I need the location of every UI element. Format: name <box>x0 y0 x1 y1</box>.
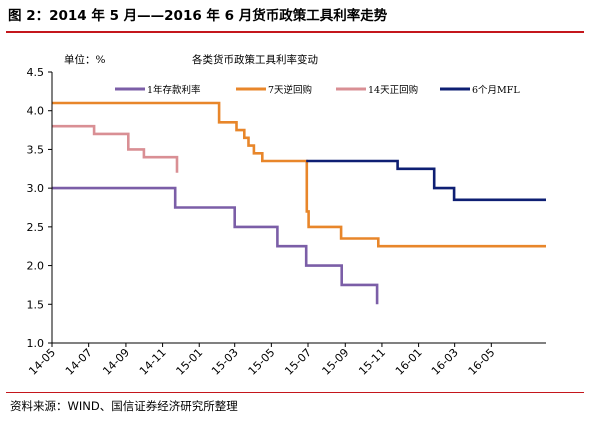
unit-label: 单位：% <box>64 53 105 66</box>
x-tick-label: 15-05 <box>246 346 278 378</box>
series-line-1 <box>52 186 379 305</box>
chart-title: 各类货币政策工具利率变动 <box>192 53 318 66</box>
legend-label: 14天正回购 <box>368 84 418 96</box>
y-tick-label: 2.5 <box>27 221 45 234</box>
x-axis-ticks: 14-05 14-07 14-09 14-11 15-01 15-03 15-05 15-07… <box>26 343 497 378</box>
legend: 1年存款利率 7天逆回购 14天正回购 6个月MFL <box>115 84 520 96</box>
x-tick-label: 16-05 <box>466 346 498 378</box>
y-axis-ticks: 1.0 1.5 2.0 2.5 3.0 3.5 4.0 4.5 <box>27 66 52 350</box>
y-tick-label: 4.0 <box>27 105 45 118</box>
y-tick-label: 2.0 <box>27 260 45 273</box>
series-line-4 <box>306 159 546 202</box>
rate-chart: 单位：% 各类货币政策工具利率变动 1年存款利率 7天逆回购 14天正回购 6个月MF… <box>26 53 546 378</box>
x-tick-label: 14-09 <box>100 346 132 378</box>
y-tick-label: 1.0 <box>27 337 45 350</box>
figure-title: 图 2：2014 年 5 月——2016 年 6 月货币政策工具利率走势 <box>8 8 388 24</box>
x-tick-label: 14-07 <box>63 346 95 378</box>
legend-label: 6个月MFL <box>472 85 520 96</box>
x-tick-label: 16-03 <box>429 346 461 378</box>
series-line-2 <box>52 101 546 248</box>
series-line-3 <box>52 124 179 173</box>
x-tick-label: 14-05 <box>26 346 58 378</box>
legend-label: 1年存款利率 <box>147 84 201 96</box>
series-layer <box>52 101 546 305</box>
source-note: 资料来源：WIND、国信证券经济研究所整理 <box>10 399 238 413</box>
x-tick-label: 15-01 <box>174 346 206 378</box>
x-tick-label: 15-07 <box>282 346 314 378</box>
x-tick-label: 15-09 <box>320 346 352 378</box>
x-tick-label: 15-11 <box>356 346 388 378</box>
title-rule <box>6 31 584 33</box>
y-tick-label: 3.5 <box>27 143 45 156</box>
x-tick-label: 15-03 <box>209 346 241 378</box>
x-tick-label: 16-01 <box>393 346 425 378</box>
legend-label: 7天逆回购 <box>268 84 312 96</box>
source-rule <box>6 392 584 393</box>
x-tick-label: 14-11 <box>137 346 169 378</box>
y-tick-label: 1.5 <box>27 298 45 311</box>
y-tick-label: 3.0 <box>27 182 45 195</box>
y-tick-label: 4.5 <box>27 66 45 79</box>
